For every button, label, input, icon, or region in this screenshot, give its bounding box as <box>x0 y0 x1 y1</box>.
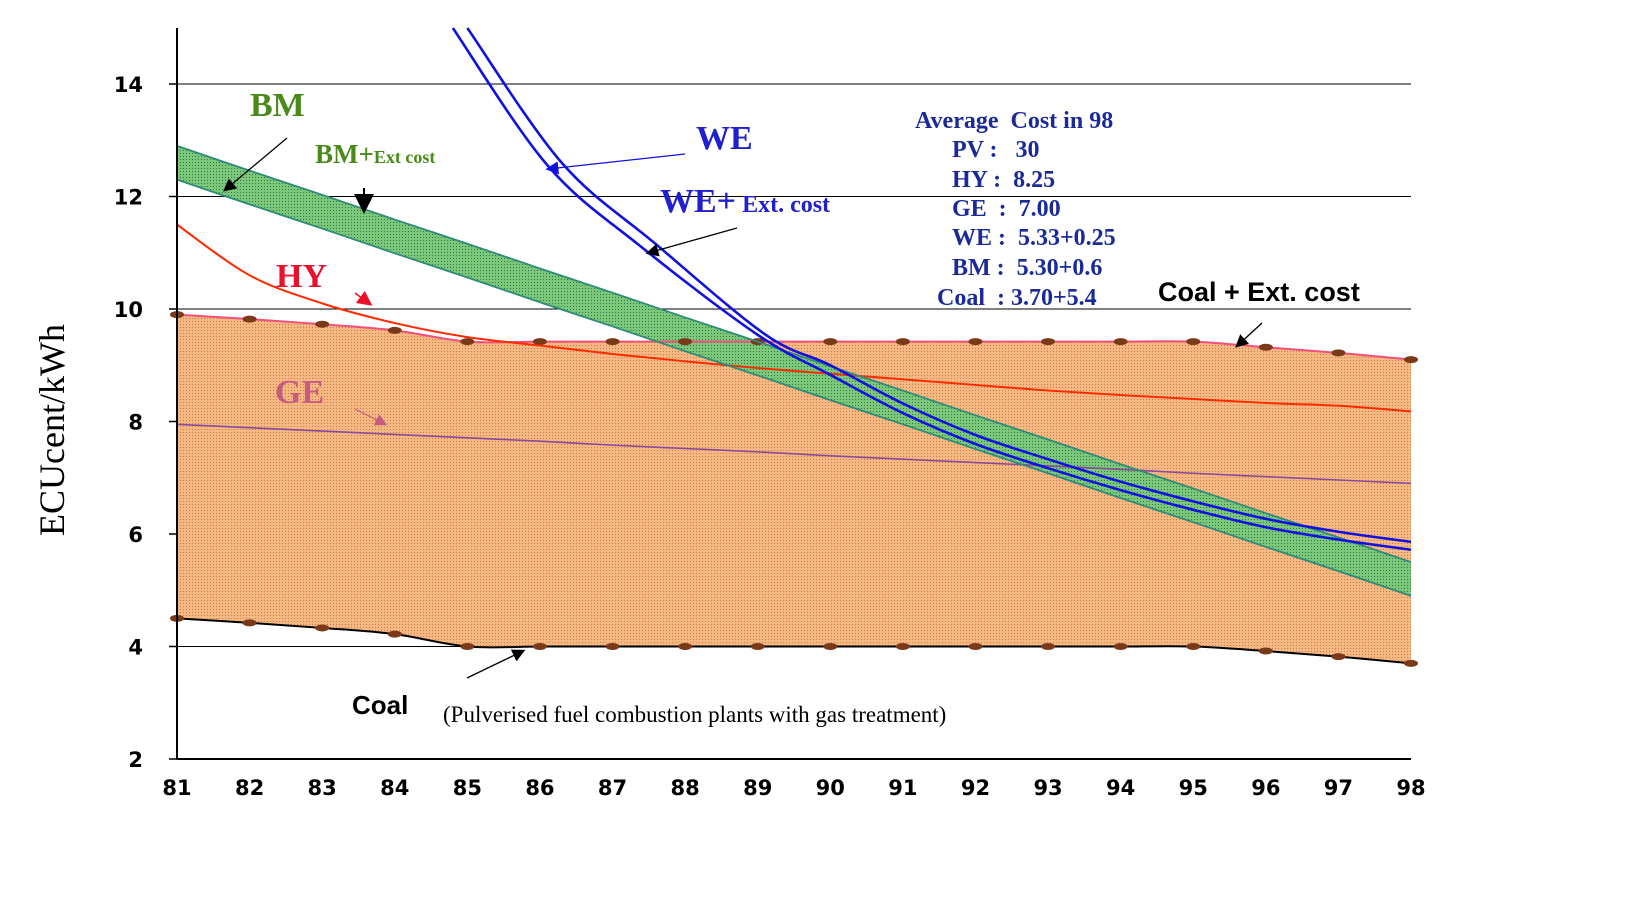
data-point <box>1258 343 1273 351</box>
label-we-ext: WE+ Ext. cost <box>660 183 830 220</box>
data-point <box>532 338 547 346</box>
data-point <box>750 643 765 650</box>
x-tick-label: 82 <box>235 776 264 800</box>
series-lines <box>170 27 1418 667</box>
data-point <box>968 643 983 650</box>
average-cost-box: Average Cost in 98 PV : 30 HY : 8.25 GE … <box>915 108 1116 311</box>
y-tick-label: 4 <box>128 636 143 660</box>
series-line-we-ext-cost <box>466 27 1412 544</box>
arrow-we <box>545 153 686 175</box>
x-tick-label: 95 <box>1179 776 1208 800</box>
x-tick-label: 86 <box>525 776 554 800</box>
data-point <box>387 630 402 638</box>
x-tick-label: 97 <box>1324 776 1353 800</box>
data-point <box>1331 349 1346 357</box>
label-hy: HY <box>276 258 327 295</box>
data-point <box>1113 643 1128 650</box>
label-bm: BM <box>250 87 305 124</box>
data-point <box>1113 338 1128 346</box>
series-line-hy <box>176 223 1412 413</box>
data-point <box>895 338 910 346</box>
arrow-ge <box>354 408 388 426</box>
data-point <box>460 643 475 650</box>
label-ge: GE <box>275 374 324 411</box>
data-point <box>460 338 475 346</box>
y-tick-label: 10 <box>114 298 143 322</box>
axes <box>169 28 1411 760</box>
x-tick-label: 89 <box>743 776 772 800</box>
average-cost-row: GE : 7.00 <box>952 196 1061 222</box>
x-tick-label: 90 <box>816 776 845 800</box>
data-point <box>678 643 693 650</box>
coal-ext-band <box>177 314 1411 664</box>
data-point <box>1041 338 1056 346</box>
series-line-bm-ext-cost <box>176 145 1412 563</box>
series-line-we <box>451 27 1412 552</box>
x-tick-label: 92 <box>961 776 990 800</box>
data-point <box>1331 653 1346 661</box>
data-point <box>1404 356 1418 364</box>
data-point <box>1041 643 1056 650</box>
series-line-ge <box>176 423 1412 485</box>
data-point <box>1186 338 1201 346</box>
data-point <box>242 315 257 323</box>
x-tick-label: 84 <box>380 776 409 800</box>
series-line-bm <box>176 178 1412 597</box>
x-tick-label: 87 <box>598 776 627 800</box>
arrow-hy <box>354 290 373 306</box>
data-point <box>895 643 910 650</box>
label-coal-ext: Coal + Ext. cost <box>1158 277 1360 307</box>
data-point <box>823 643 838 650</box>
x-tick-label: 81 <box>162 776 191 800</box>
average-cost-row: PV : 30 <box>952 137 1040 163</box>
data-point <box>605 643 620 650</box>
data-point <box>1258 647 1273 655</box>
data-point <box>1404 659 1418 667</box>
data-point <box>315 624 330 632</box>
data-point <box>823 338 838 346</box>
data-point <box>1186 643 1201 650</box>
data-point <box>532 643 547 650</box>
data-point <box>968 338 983 346</box>
data-point <box>242 619 257 627</box>
data-point <box>387 326 402 334</box>
average-cost-title: Average Cost in 98 <box>915 108 1113 134</box>
label-coal-note: (Pulverised fuel combustion plants with … <box>443 702 946 727</box>
arrow-bm <box>223 137 288 192</box>
x-tick-label: 85 <box>453 776 482 800</box>
arrow-coal-ext <box>1235 322 1263 348</box>
x-tick-label: 83 <box>308 776 337 800</box>
bands <box>177 145 1411 664</box>
y-tick-label: 8 <box>128 411 143 435</box>
x-tick-label: 94 <box>1106 776 1135 800</box>
data-point <box>315 320 330 328</box>
data-point <box>678 338 693 346</box>
y-tick-label: 14 <box>114 73 143 97</box>
average-cost-row: BM : 5.30+0.6 <box>952 255 1102 281</box>
y-tick-label: 2 <box>128 748 143 772</box>
x-tick-label: 98 <box>1396 776 1425 800</box>
x-tick-label: 91 <box>888 776 917 800</box>
label-bm-ext: BM+Ext cost <box>315 139 435 169</box>
label-coal: Coal <box>352 690 408 720</box>
x-tick-label: 93 <box>1033 776 1062 800</box>
arrow-we-ext <box>645 227 738 257</box>
y-axis-label: ECUcent/kWh <box>32 324 72 536</box>
y-tick-label: 12 <box>114 186 143 210</box>
average-cost-row: WE : 5.33+0.25 <box>952 225 1116 251</box>
x-tick-label: 96 <box>1251 776 1280 800</box>
average-cost-row: HY : 8.25 <box>952 167 1055 193</box>
data-point <box>605 338 620 346</box>
tick-labels: 2 4 6 8 10 12 14 81 82 83 84 85 86 87 88 89 90 91 92 93 94 95… <box>114 73 1426 800</box>
label-we: WE <box>696 120 753 157</box>
arrow-coal <box>466 649 526 679</box>
x-tick-label: 88 <box>671 776 700 800</box>
average-cost-row: Coal : 3.70+5.4 <box>937 285 1097 311</box>
y-tick-label: 6 <box>128 523 143 547</box>
